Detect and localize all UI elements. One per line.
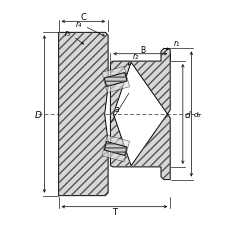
Text: T: T	[112, 207, 116, 216]
Polygon shape	[104, 142, 126, 156]
Polygon shape	[58, 33, 108, 196]
Text: D: D	[35, 110, 42, 119]
Text: d₁: d₁	[193, 112, 200, 117]
Text: a: a	[114, 105, 119, 114]
Text: r₄: r₄	[76, 20, 104, 37]
Polygon shape	[101, 136, 129, 162]
Polygon shape	[104, 73, 126, 87]
Polygon shape	[110, 49, 169, 180]
Text: r₂: r₂	[128, 52, 138, 66]
Text: r₁: r₁	[166, 39, 179, 51]
Text: C: C	[80, 13, 86, 22]
Polygon shape	[101, 67, 129, 93]
Text: r₃: r₃	[64, 29, 83, 45]
Text: B: B	[139, 46, 144, 55]
Text: d: d	[184, 110, 190, 119]
